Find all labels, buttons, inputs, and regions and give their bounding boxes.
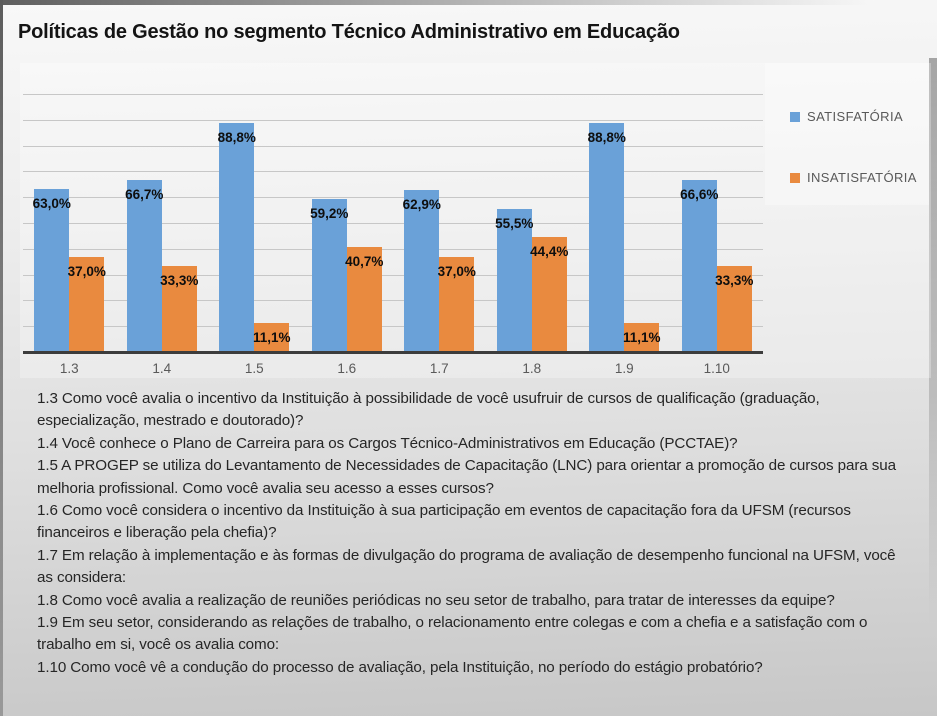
bar-satisfatoria xyxy=(404,189,440,352)
question-item: 1.3 Como você avalia o incentivo da Inst… xyxy=(37,390,820,430)
data-label: 88,8% xyxy=(587,129,626,145)
data-label: 37,0% xyxy=(67,263,106,279)
data-label: 40,7% xyxy=(345,253,384,269)
question-item: 1.4 Você conhece o Plano de Carreira par… xyxy=(37,434,738,452)
data-label: 66,6% xyxy=(680,187,719,203)
data-label: 11,1% xyxy=(622,330,661,346)
slide-border-top xyxy=(0,0,937,5)
data-label: 33,3% xyxy=(160,273,199,289)
data-label: 62,9% xyxy=(402,196,441,212)
question-list: 1.3 Como você avalia o incentivo da Inst… xyxy=(37,388,905,679)
legend-label-insatisfatoria: INSATISFATÓRIA xyxy=(807,170,917,185)
question-item: 1.5 A PROGEP se utiliza do Levantamento … xyxy=(37,457,896,497)
category-tick-label: 1.10 xyxy=(703,361,730,376)
legend-entry-satisfatoria: SATISFATÓRIA xyxy=(790,109,917,124)
chart-legend: SATISFATÓRIA INSATISFATÓRIA xyxy=(790,109,917,231)
bar-satisfatoria xyxy=(219,122,255,352)
data-label: 37,0% xyxy=(437,263,476,279)
category-tick-label: 1.8 xyxy=(522,361,542,376)
data-label: 59,2% xyxy=(310,206,349,222)
bar-satisfatoria xyxy=(34,189,70,352)
category-tick-label: 1.9 xyxy=(614,361,634,376)
x-axis-line xyxy=(23,351,763,354)
legend-label-satisfatoria: SATISFATÓRIA xyxy=(807,109,904,124)
bar-insatisfatoria xyxy=(254,323,290,352)
gridline xyxy=(23,248,763,250)
bar-insatisfatoria xyxy=(531,237,567,352)
bar-insatisfatoria xyxy=(439,256,475,352)
question-item: 1.9 Em seu setor, considerando as relaçõ… xyxy=(37,614,868,654)
bar-satisfatoria xyxy=(126,179,162,352)
data-label: 33,3% xyxy=(715,273,754,289)
question-item: 1.7 Em relação à implementação e às form… xyxy=(37,546,896,587)
bar-insatisfatoria xyxy=(161,266,197,352)
bar-insatisfatoria xyxy=(624,323,660,352)
bar-insatisfatoria xyxy=(69,256,105,352)
data-label: 63,0% xyxy=(32,196,71,212)
category-tick-label: 1.3 xyxy=(59,361,79,376)
slide-shadow-right xyxy=(929,58,937,623)
question-item: 1.6 Como você considera o incentivo da I… xyxy=(37,502,851,542)
gridline xyxy=(23,300,763,302)
data-label: 66,7% xyxy=(125,186,164,202)
bar-satisfatoria xyxy=(496,208,532,352)
question-item: 1.8 Como você avalia a realização de reu… xyxy=(37,591,835,609)
category-tick-label: 1.5 xyxy=(244,361,264,376)
gridline xyxy=(23,119,763,121)
bar-insatisfatoria xyxy=(346,246,382,352)
legend-swatch-insatisfatoria-icon xyxy=(790,173,800,183)
page-title: Políticas de Gestão no segmento Técnico … xyxy=(18,21,680,43)
gridline xyxy=(23,326,763,328)
bar-insatisfatoria xyxy=(716,266,752,352)
data-label: 88,8% xyxy=(217,129,256,145)
slide-border-left xyxy=(0,0,3,716)
gridline xyxy=(23,171,763,173)
data-label: 44,4% xyxy=(530,244,569,260)
gridline xyxy=(23,197,763,199)
category-tick-label: 1.7 xyxy=(429,361,449,376)
gridline xyxy=(23,274,763,276)
gridline xyxy=(23,145,763,147)
category-tick-label: 1.6 xyxy=(337,361,357,376)
bar-satisfatoria xyxy=(681,180,717,352)
legend-swatch-satisfatoria-icon xyxy=(790,112,800,122)
data-label: 55,5% xyxy=(495,215,534,231)
legend-entry-insatisfatoria: INSATISFATÓRIA xyxy=(790,170,917,185)
bar-satisfatoria xyxy=(311,199,347,352)
gridline xyxy=(23,94,763,95)
question-item: 1.10 Como você vê a condução do processo… xyxy=(37,658,763,676)
gridline xyxy=(23,223,763,224)
category-tick-label: 1.4 xyxy=(152,361,172,376)
bar-satisfatoria xyxy=(589,122,625,352)
data-label: 11,1% xyxy=(252,330,291,346)
